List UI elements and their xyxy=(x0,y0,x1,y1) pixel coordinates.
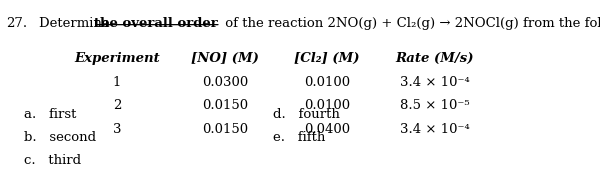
Text: 0.0150: 0.0150 xyxy=(202,99,248,112)
Text: Experiment: Experiment xyxy=(74,52,160,65)
Text: 0.0400: 0.0400 xyxy=(304,123,350,136)
Text: 1: 1 xyxy=(113,76,121,89)
Text: [NO] (M): [NO] (M) xyxy=(191,52,259,65)
Text: 3.4 × 10⁻⁴: 3.4 × 10⁻⁴ xyxy=(400,123,470,136)
Text: 8.5 × 10⁻⁵: 8.5 × 10⁻⁵ xyxy=(400,99,470,112)
Text: 2: 2 xyxy=(113,99,121,112)
Text: d.   fourth: d. fourth xyxy=(273,108,340,121)
Text: 3: 3 xyxy=(113,123,121,136)
Text: 0.0100: 0.0100 xyxy=(304,99,350,112)
Text: Determine: Determine xyxy=(39,17,114,30)
Text: b.   second: b. second xyxy=(24,131,96,144)
Text: 0.0300: 0.0300 xyxy=(202,76,248,89)
Text: [Cl₂] (M): [Cl₂] (M) xyxy=(294,52,360,65)
Text: e.   fifth: e. fifth xyxy=(273,131,325,144)
Text: a.   first: a. first xyxy=(24,108,76,121)
Text: the overall order: the overall order xyxy=(94,17,218,30)
Text: 0.0100: 0.0100 xyxy=(304,76,350,89)
Text: Rate (M/s): Rate (M/s) xyxy=(396,52,474,65)
Text: 0.0150: 0.0150 xyxy=(202,123,248,136)
Text: 27.: 27. xyxy=(6,17,27,30)
Text: of the reaction 2NO(g) + Cl₂(g) → 2NOCl(g) from the following data:: of the reaction 2NO(g) + Cl₂(g) → 2NOCl(… xyxy=(221,17,600,30)
Text: c.   third: c. third xyxy=(24,154,81,167)
Text: 3.4 × 10⁻⁴: 3.4 × 10⁻⁴ xyxy=(400,76,470,89)
